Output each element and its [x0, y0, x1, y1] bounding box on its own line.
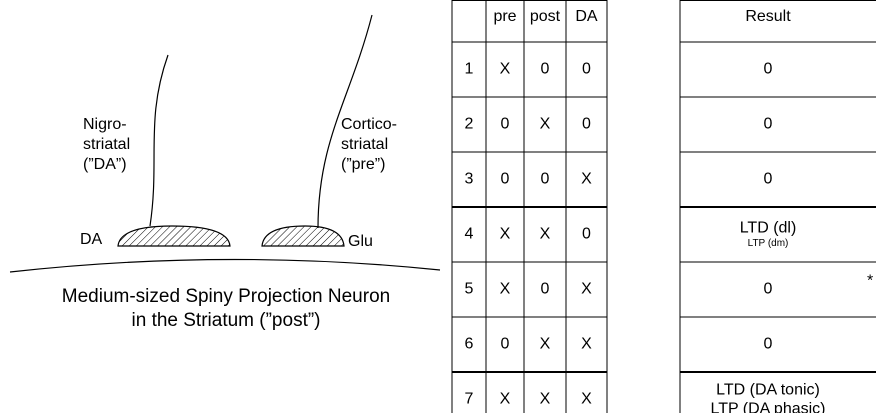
cell: 0 [541, 281, 550, 298]
cell: 2 [465, 116, 474, 133]
label: Medium-sized Spiny Projection Neuron [62, 286, 390, 307]
label: striatal [83, 136, 130, 153]
cell: 0 [501, 116, 510, 133]
cell: 4 [465, 226, 474, 243]
cell: 1 [465, 61, 474, 78]
cell: X [581, 281, 592, 298]
cell: X [581, 391, 592, 408]
cell: 0 [541, 171, 550, 188]
result: LTP (DA phasic) [710, 401, 825, 413]
result-sub: LTP (dm) [748, 238, 789, 249]
cell: 0 [582, 226, 591, 243]
result: 0 [764, 281, 773, 298]
result: LTD (DA tonic) [716, 382, 820, 399]
result: 0 [764, 116, 773, 133]
cell: 0 [501, 171, 510, 188]
header-cell: pre [493, 8, 516, 25]
cell: 7 [465, 391, 474, 408]
label: striatal [341, 136, 388, 153]
glu-terminal [262, 226, 344, 246]
cell: X [540, 391, 551, 408]
header-cell: post [530, 8, 561, 25]
cell: 0 [541, 61, 550, 78]
cell: 5 [465, 281, 474, 298]
cell: 0 [582, 61, 591, 78]
cell: X [500, 281, 511, 298]
result: 0 [764, 336, 773, 353]
label: Glu [348, 233, 373, 250]
label: DA [80, 231, 103, 248]
cell: 0 [582, 116, 591, 133]
nigrostriatal-fiber [150, 55, 168, 226]
cell: X [500, 226, 511, 243]
result: LTD (dl) [740, 220, 797, 237]
cell: 3 [465, 171, 474, 188]
cell: 6 [465, 336, 474, 353]
cell: X [581, 171, 592, 188]
label: Nigro- [83, 116, 127, 133]
cell: X [540, 116, 551, 133]
cell: X [500, 61, 511, 78]
note: * [867, 273, 873, 290]
cell: X [581, 336, 592, 353]
cell: 0 [501, 336, 510, 353]
page: {"diagram": { "nigrostriatal": ["Nigro-"… [0, 0, 876, 413]
cell: X [540, 336, 551, 353]
header-cell: Result [745, 8, 791, 25]
cell: X [500, 391, 511, 408]
figure: Nigro- striatal (”DA”) Cortico- striatal… [0, 0, 876, 413]
membrane [10, 259, 440, 272]
label: in the Striatum (”post”) [132, 310, 321, 331]
label: Cortico- [341, 116, 397, 133]
result: 0 [764, 61, 773, 78]
result: 0 [764, 171, 773, 188]
cell: X [540, 226, 551, 243]
label: (”DA”) [83, 156, 127, 173]
da-terminal [118, 226, 230, 246]
label: (”pre”) [341, 156, 385, 173]
header-cell: DA [575, 8, 598, 25]
